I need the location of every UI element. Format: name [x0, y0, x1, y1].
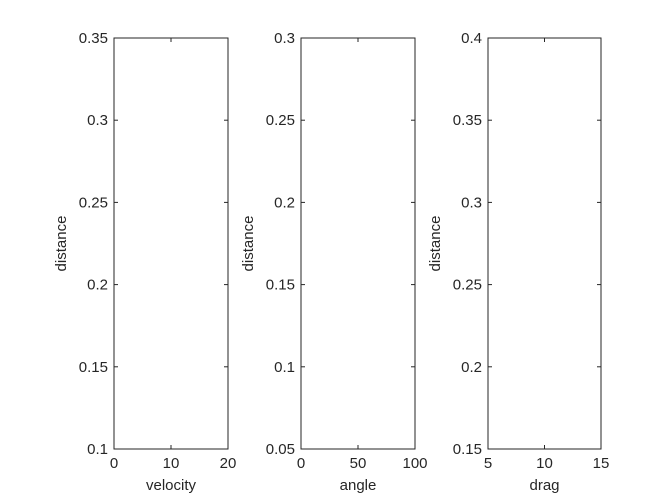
y-axis-label: distance: [240, 216, 257, 272]
y-tick-label: 0.15: [453, 441, 482, 458]
y-tick-label: 0.05: [266, 441, 295, 458]
x-axis-label: velocity: [146, 477, 197, 494]
y-tick-label: 0.2: [274, 194, 295, 211]
x-tick-label: 20: [220, 455, 237, 472]
y-tick-label: 0.25: [79, 194, 108, 211]
x-tick-label: 10: [536, 455, 553, 472]
x-axis-label: drag: [529, 477, 559, 494]
y-tick-label: 0.15: [266, 277, 295, 294]
y-tick-label: 0.25: [453, 277, 482, 294]
x-tick-label: 15: [593, 455, 610, 472]
subplot-1: 0 10 20 0.1 0.15 0.2 0.25 0.3 0.35 velocity distan…: [53, 30, 236, 494]
y-tick-label: 0.25: [266, 112, 295, 129]
y-tick-label: 0.35: [79, 30, 108, 47]
subplot-3: 5 10 15 0.15 0.2 0.25 0.3 0.35 0.4 drag distance: [427, 30, 609, 494]
y-tick-label: 0.4: [461, 30, 482, 47]
x-axis-label: angle: [340, 477, 377, 494]
y-tick-label: 0.3: [461, 194, 482, 211]
y-tick-label: 0.1: [87, 441, 108, 458]
x-tick-label: 5: [484, 455, 492, 472]
y-axis-label: distance: [427, 216, 444, 272]
y-tick-label: 0.35: [453, 112, 482, 129]
x-tick-label: 0: [110, 455, 118, 472]
y-axis-label: distance: [53, 216, 70, 272]
y-tick-label: 0.15: [79, 359, 108, 376]
axes-frame: [300, 37, 416, 450]
y-tick-label: 0.3: [87, 112, 108, 129]
axes-frame: [113, 37, 229, 450]
y-tick-label: 0.3: [274, 30, 295, 47]
y-tick-label: 0.1: [274, 359, 295, 376]
y-tick-label: 0.2: [461, 359, 482, 376]
y-tick-label: 0.2: [87, 277, 108, 294]
x-tick-label: 50: [350, 455, 367, 472]
x-tick-label: 100: [402, 455, 427, 472]
x-tick-label: 10: [163, 455, 180, 472]
subplot-2: 0 50 100 0.05 0.1 0.15 0.2 0.25 0.3 angle distance: [240, 30, 428, 494]
x-tick-label: 0: [297, 455, 305, 472]
axes-frame: [487, 37, 602, 450]
